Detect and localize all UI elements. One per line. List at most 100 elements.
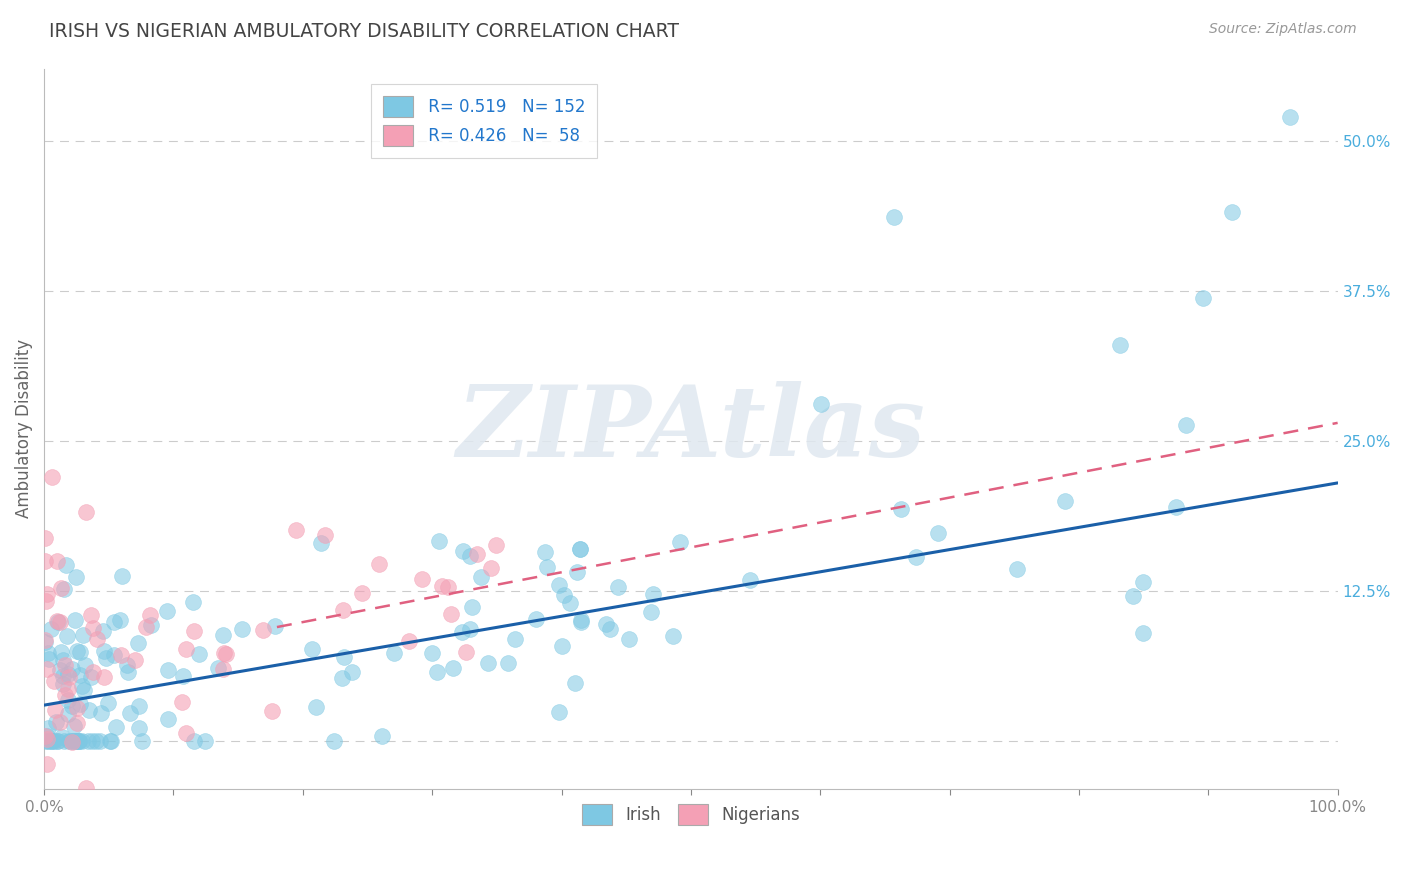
Point <box>252 623 274 637</box>
Point <box>117 665 139 679</box>
Point <box>398 633 420 648</box>
Point <box>264 619 287 633</box>
Point <box>1132 626 1154 640</box>
Point <box>58 670 80 684</box>
Point <box>432 579 454 593</box>
Point <box>41 734 63 748</box>
Point <box>128 721 150 735</box>
Point <box>301 642 323 657</box>
Point <box>135 619 157 633</box>
Point <box>1122 589 1144 603</box>
Point <box>662 629 685 643</box>
Point <box>548 705 571 719</box>
Point <box>45 714 67 729</box>
Point <box>174 641 197 656</box>
Point <box>485 538 508 552</box>
Point <box>470 569 492 583</box>
Point <box>323 734 346 748</box>
Point <box>89 734 111 748</box>
Point <box>437 580 460 594</box>
Point <box>465 547 488 561</box>
Point <box>53 688 76 702</box>
Point <box>441 661 464 675</box>
Point <box>35 732 58 747</box>
Point <box>524 612 547 626</box>
Point <box>46 734 69 748</box>
Point <box>127 636 149 650</box>
Point <box>65 613 87 627</box>
Point <box>52 669 75 683</box>
Point <box>59 734 82 748</box>
Point <box>1109 338 1132 352</box>
Point <box>669 535 692 549</box>
Point <box>62 734 84 748</box>
Point <box>38 652 60 666</box>
Point <box>262 704 284 718</box>
Point <box>49 615 72 629</box>
Text: IRISH VS NIGERIAN AMBULATORY DISABILITY CORRELATION CHART: IRISH VS NIGERIAN AMBULATORY DISABILITY … <box>49 22 679 41</box>
Point <box>41 470 63 484</box>
Point <box>53 734 76 748</box>
Point <box>740 573 762 587</box>
Point <box>212 662 235 676</box>
Point <box>477 656 499 670</box>
Point <box>1278 110 1301 124</box>
Point <box>420 646 443 660</box>
Point <box>58 734 80 748</box>
Point <box>94 650 117 665</box>
Point <box>183 624 205 638</box>
Point <box>367 558 389 572</box>
Point <box>1053 493 1076 508</box>
Point <box>212 628 235 642</box>
Point <box>73 682 96 697</box>
Point <box>139 608 162 623</box>
Point <box>607 580 630 594</box>
Point <box>58 682 80 697</box>
Point <box>285 523 308 537</box>
Point <box>82 621 104 635</box>
Point <box>69 697 91 711</box>
Point <box>44 734 66 748</box>
Point <box>75 781 97 796</box>
Point <box>883 210 905 224</box>
Point <box>66 734 89 748</box>
Point <box>46 553 69 567</box>
Point <box>548 578 571 592</box>
Point <box>44 704 66 718</box>
Point <box>553 589 575 603</box>
Point <box>41 622 63 636</box>
Point <box>79 670 101 684</box>
Point <box>34 632 56 647</box>
Point <box>496 657 519 671</box>
Text: ZIPAtlas: ZIPAtlas <box>457 381 925 477</box>
Point <box>60 735 83 749</box>
Point <box>52 653 75 667</box>
Point <box>48 714 70 729</box>
Point <box>49 663 72 677</box>
Point <box>450 625 472 640</box>
Point <box>426 665 449 679</box>
Point <box>1132 575 1154 590</box>
Point <box>41 734 63 748</box>
Point <box>45 734 67 748</box>
Point <box>97 696 120 710</box>
Point <box>194 734 217 748</box>
Point <box>80 608 103 623</box>
Point <box>454 645 477 659</box>
Point <box>309 535 332 549</box>
Point <box>37 722 59 736</box>
Point <box>72 628 94 642</box>
Point <box>1175 417 1198 432</box>
Point <box>170 695 193 709</box>
Point <box>65 734 87 748</box>
Point <box>479 561 502 575</box>
Point <box>103 615 125 629</box>
Point <box>108 613 131 627</box>
Point <box>904 549 927 564</box>
Point <box>69 644 91 658</box>
Point <box>595 616 617 631</box>
Point <box>65 734 87 748</box>
Point <box>56 706 79 721</box>
Point <box>503 632 526 647</box>
Point <box>75 658 97 673</box>
